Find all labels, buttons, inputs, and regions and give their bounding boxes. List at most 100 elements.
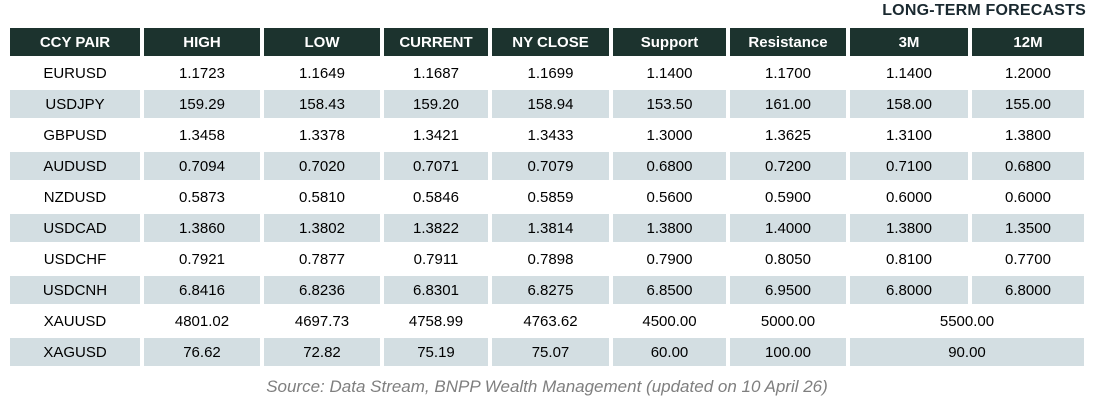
cell-support: 0.7900 (613, 245, 726, 273)
cell-12m: 1.3500 (972, 214, 1084, 242)
page-title: LONG-TERM FORECASTS (882, 2, 1086, 19)
cell-support: 153.50 (613, 90, 726, 118)
table-row-usdchf: USDCHF 0.7921 0.7877 0.7911 0.7898 0.7900 0.80… (10, 245, 1084, 273)
cell-resistance: 161.00 (730, 90, 846, 118)
table-row-audusd: AUDUSD 0.7094 0.7020 0.7071 0.7079 0.6800 0.72… (10, 152, 1084, 180)
cell-12m: 1.2000 (972, 59, 1084, 87)
cell-ny-close: 75.07 (492, 338, 609, 366)
cell-high: 4801.02 (144, 307, 260, 335)
cell-support: 0.5600 (613, 183, 726, 211)
cell-3m-12m-merged: 90.00 (850, 338, 1084, 366)
cell-high: 159.29 (144, 90, 260, 118)
cell-current: 1.3822 (384, 214, 488, 242)
cell-resistance: 100.00 (730, 338, 846, 366)
table-row-nzdusd: NZDUSD 0.5873 0.5810 0.5846 0.5859 0.5600 0.59… (10, 183, 1084, 211)
cell-ccy-pair: USDCNH (10, 276, 140, 304)
cell-resistance: 0.8050 (730, 245, 846, 273)
column-header-current: CURRENT (384, 28, 488, 56)
cell-support: 1.3800 (613, 214, 726, 242)
cell-resistance: 0.5900 (730, 183, 846, 211)
cell-ccy-pair: XAGUSD (10, 338, 140, 366)
cell-high: 1.1723 (144, 59, 260, 87)
cell-ny-close: 1.1699 (492, 59, 609, 87)
cell-ccy-pair: NZDUSD (10, 183, 140, 211)
cell-ny-close: 158.94 (492, 90, 609, 118)
column-header-low: LOW (264, 28, 380, 56)
cell-resistance: 1.4000 (730, 214, 846, 242)
cell-3m: 0.7100 (850, 152, 968, 180)
cell-ccy-pair: USDJPY (10, 90, 140, 118)
cell-high: 76.62 (144, 338, 260, 366)
header-row: CCY PAIR HIGH LOW CURRENT NY CLOSE Support Res… (10, 28, 1084, 56)
table-row-gbpusd: GBPUSD 1.3458 1.3378 1.3421 1.3433 1.3000 1.36… (10, 121, 1084, 149)
cell-12m: 1.3800 (972, 121, 1084, 149)
cell-3m: 158.00 (850, 90, 968, 118)
cell-ccy-pair: GBPUSD (10, 121, 140, 149)
cell-12m: 6.8000 (972, 276, 1084, 304)
cell-ny-close: 1.3433 (492, 121, 609, 149)
fx-forecast-table: CCY PAIR HIGH LOW CURRENT NY CLOSE Support Res… (6, 25, 1088, 369)
table-header: CCY PAIR HIGH LOW CURRENT NY CLOSE Support Res… (10, 28, 1084, 56)
cell-high: 1.3458 (144, 121, 260, 149)
cell-support: 1.3000 (613, 121, 726, 149)
cell-12m: 155.00 (972, 90, 1084, 118)
table-row-xagusd: XAGUSD 76.62 72.82 75.19 75.07 60.00 100.00 90.… (10, 338, 1084, 366)
cell-low: 6.8236 (264, 276, 380, 304)
cell-support: 1.1400 (613, 59, 726, 87)
cell-support: 0.6800 (613, 152, 726, 180)
cell-ny-close: 4763.62 (492, 307, 609, 335)
cell-support: 4500.00 (613, 307, 726, 335)
cell-current: 75.19 (384, 338, 488, 366)
cell-ccy-pair: AUDUSD (10, 152, 140, 180)
cell-ny-close: 0.5859 (492, 183, 609, 211)
column-header-3m: 3M (850, 28, 968, 56)
table-row-usdcnh: USDCNH 6.8416 6.8236 6.8301 6.8275 6.8500 6.95… (10, 276, 1084, 304)
cell-current: 0.7071 (384, 152, 488, 180)
cell-current: 1.1687 (384, 59, 488, 87)
column-header-resistance: Resistance (730, 28, 846, 56)
cell-low: 0.7877 (264, 245, 380, 273)
table-row-usdcad: USDCAD 1.3860 1.3802 1.3822 1.3814 1.3800 1.40… (10, 214, 1084, 242)
cell-resistance: 1.1700 (730, 59, 846, 87)
cell-current: 1.3421 (384, 121, 488, 149)
cell-resistance: 5000.00 (730, 307, 846, 335)
cell-low: 1.3802 (264, 214, 380, 242)
cell-low: 0.7020 (264, 152, 380, 180)
cell-low: 72.82 (264, 338, 380, 366)
cell-12m: 0.6800 (972, 152, 1084, 180)
cell-low: 1.1649 (264, 59, 380, 87)
cell-current: 4758.99 (384, 307, 488, 335)
cell-low: 4697.73 (264, 307, 380, 335)
cell-resistance: 1.3625 (730, 121, 846, 149)
cell-3m-12m-merged: 5500.00 (850, 307, 1084, 335)
cell-high: 0.7094 (144, 152, 260, 180)
column-header-ny-close: NY CLOSE (492, 28, 609, 56)
cell-current: 0.7911 (384, 245, 488, 273)
cell-ny-close: 0.7079 (492, 152, 609, 180)
cell-3m: 0.6000 (850, 183, 968, 211)
cell-low: 0.5810 (264, 183, 380, 211)
column-header-support: Support (613, 28, 726, 56)
table-body: EURUSD 1.1723 1.1649 1.1687 1.1699 1.1400 1.17… (10, 59, 1084, 366)
table-row-xauusd: XAUUSD 4801.02 4697.73 4758.99 4763.62 4500.0… (10, 307, 1084, 335)
cell-3m: 6.8000 (850, 276, 968, 304)
cell-ccy-pair: USDCHF (10, 245, 140, 273)
cell-ccy-pair: XAUUSD (10, 307, 140, 335)
cell-support: 60.00 (613, 338, 726, 366)
cell-support: 6.8500 (613, 276, 726, 304)
column-header-high: HIGH (144, 28, 260, 56)
cell-high: 6.8416 (144, 276, 260, 304)
cell-high: 1.3860 (144, 214, 260, 242)
cell-12m: 0.7700 (972, 245, 1084, 273)
column-header-ccy-pair: CCY PAIR (10, 28, 140, 56)
cell-current: 6.8301 (384, 276, 488, 304)
cell-high: 0.7921 (144, 245, 260, 273)
cell-3m: 1.3100 (850, 121, 968, 149)
cell-ny-close: 6.8275 (492, 276, 609, 304)
cell-3m: 1.3800 (850, 214, 968, 242)
cell-3m: 1.1400 (850, 59, 968, 87)
cell-current: 159.20 (384, 90, 488, 118)
source-note: Source: Data Stream, BNPP Wealth Managem… (266, 377, 828, 396)
cell-high: 0.5873 (144, 183, 260, 211)
